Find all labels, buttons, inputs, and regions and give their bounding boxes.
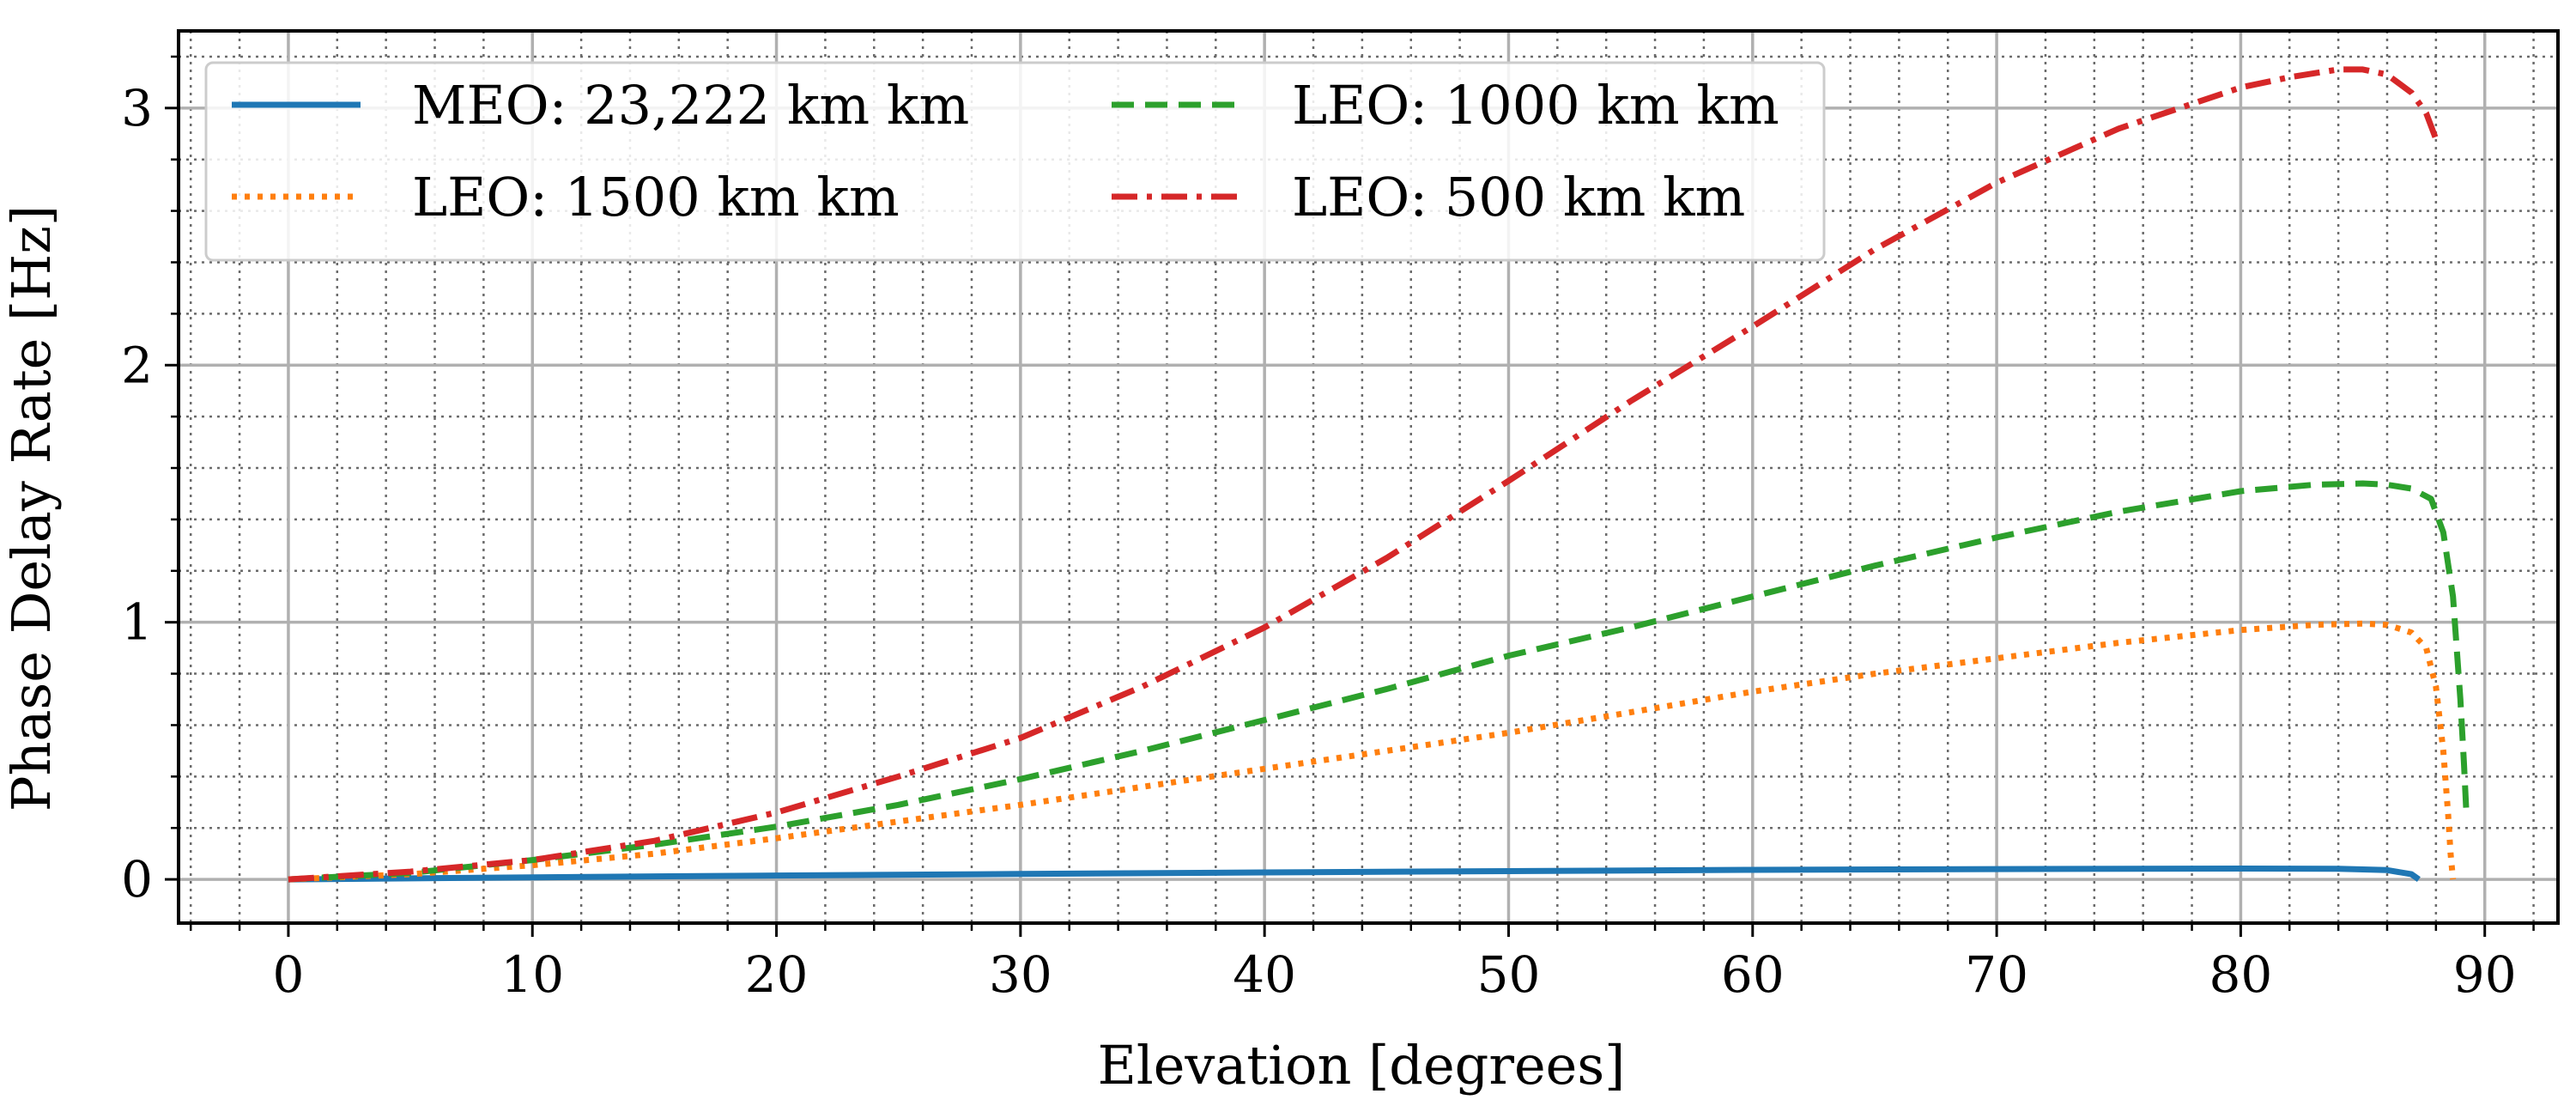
axis-ticks — [165, 55, 2535, 937]
x-tick-label: 40 — [1233, 945, 1296, 1004]
x-tick-label: 0 — [272, 945, 304, 1004]
x-tick-label: 20 — [745, 945, 809, 1004]
series-line-1 — [288, 866, 2421, 883]
legend-box — [204, 61, 1826, 262]
axis-tick-labels: 0 10 20 30 40 50 60 70 80 90 0 1 2 3 — [121, 79, 2517, 1004]
y-tick-label: 3 — [121, 79, 153, 137]
y-tick-label: 1 — [121, 593, 153, 652]
minor-grid — [179, 31, 2558, 923]
x-axis-title: Elevation [degrees] — [1098, 1034, 1626, 1097]
legend-label-4: LEO: 500 km km — [1292, 166, 1745, 228]
plot-frame — [177, 29, 2560, 925]
legend-label-1: MEO: 23,222 km km — [412, 74, 969, 137]
x-tick-label: 50 — [1477, 945, 1541, 1004]
legend-label-2: LEO: 1500 km km — [412, 166, 900, 228]
x-tick-label: 70 — [1965, 945, 2028, 1004]
series-line-2 — [288, 620, 2457, 883]
legend-label-3: LEO: 1000 km km — [1292, 74, 1779, 137]
x-tick-label: 30 — [989, 945, 1052, 1004]
y-axis-title: Phase Delay Rate [Hz] — [0, 205, 63, 811]
x-tick-label: 80 — [2209, 945, 2272, 1004]
x-tick-label: 90 — [2453, 945, 2517, 1004]
legend: MEO: 23,222 km km LEO: 1500 km km LEO: 100… — [204, 61, 1826, 262]
x-tick-label: 60 — [1721, 945, 1785, 1004]
x-tick-label: 10 — [500, 945, 564, 1004]
series-line-3 — [288, 480, 2470, 883]
series-line-4 — [288, 66, 2440, 883]
y-tick-label: 2 — [121, 336, 153, 394]
y-tick-label: 0 — [121, 850, 153, 908]
plot-area — [288, 66, 2470, 883]
